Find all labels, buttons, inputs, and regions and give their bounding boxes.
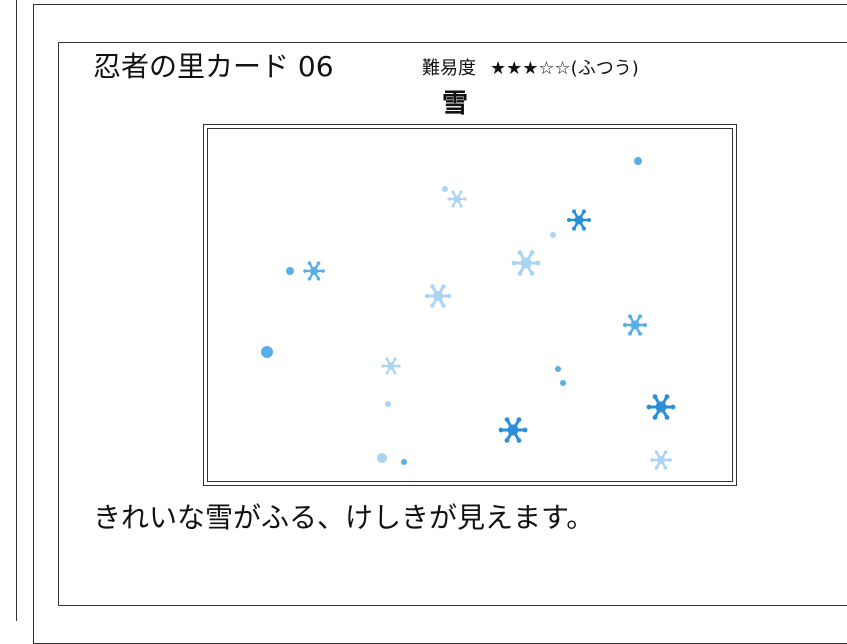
difficulty-label: 難易度 [422,58,476,79]
snow-dot [286,267,294,275]
snow-dot [385,401,391,407]
ninja-card [58,42,847,606]
snowflake-icon [511,250,541,276]
snow-dot [560,380,566,386]
snow-dot [401,459,407,465]
difficulty-rating: 難易度 ★★★☆☆(ふつう) [422,56,639,82]
snowflake-icon [623,314,647,336]
snow-dot [550,232,556,238]
snowflakes-illustration [261,157,676,470]
snowflake-icon [424,284,452,308]
card-title: 忍者の里カード 06 [93,50,334,83]
snowflake-icon [567,209,591,231]
snow-dot [555,366,561,372]
snow-dot [634,157,642,165]
illustration-area [207,128,733,482]
snowflake-icon [646,394,676,420]
snowflake-icon [498,417,528,443]
snowflake-icon [381,357,401,375]
difficulty-stars: ★★★☆☆(ふつう) [490,58,639,79]
snowflake-icon [447,190,467,208]
snowflake-icon [303,261,325,281]
snow-dot [377,453,387,463]
snowflake-icon [650,450,672,470]
illustration-frame [203,124,737,486]
snow-dot [442,186,448,192]
card-word: 雪 [441,89,468,119]
page-left-border [16,0,17,621]
card-sentence: きれいな雪がふる、けしきが見えます。 [93,501,595,534]
snow-dot [261,346,273,358]
